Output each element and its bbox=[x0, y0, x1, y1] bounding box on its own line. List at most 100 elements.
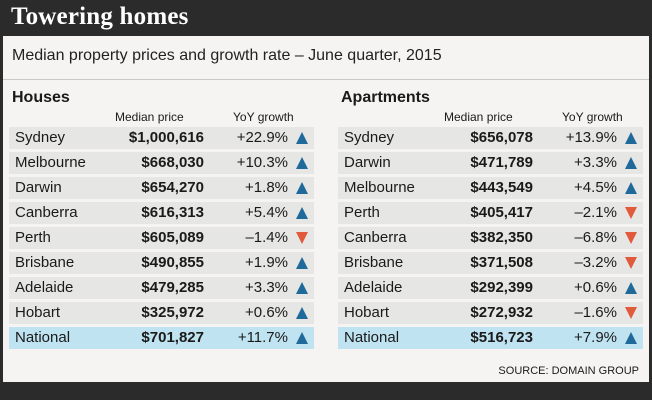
median-price: $443,549 bbox=[470, 179, 533, 196]
table-row: Canberra $382,350 –6.8% bbox=[338, 227, 643, 249]
down-arrow-icon bbox=[625, 232, 637, 244]
median-price: $479,285 bbox=[141, 279, 204, 296]
table-row: Perth $405,417 –2.1% bbox=[338, 202, 643, 224]
city-name: Darwin bbox=[15, 179, 62, 196]
median-price: $1,000,616 bbox=[128, 129, 204, 146]
up-arrow-icon bbox=[296, 332, 308, 344]
city-name: National bbox=[15, 329, 71, 346]
up-arrow-icon bbox=[296, 157, 308, 169]
subtitle-bar: Median property prices and growth rate –… bbox=[3, 36, 649, 80]
content-panel: Median property prices and growth rate –… bbox=[3, 36, 649, 382]
down-arrow-icon bbox=[625, 307, 637, 319]
up-arrow-icon bbox=[296, 257, 308, 269]
city-name: Adelaide bbox=[15, 279, 74, 296]
city-name: Adelaide bbox=[344, 279, 403, 296]
down-arrow-icon bbox=[625, 207, 637, 219]
city-name: Melbourne bbox=[344, 179, 415, 196]
table-row: Sydney $1,000,616 +22.9% bbox=[9, 127, 314, 149]
yoy-growth: +3.3% bbox=[574, 154, 617, 171]
table-row: Canberra $616,313 +5.4% bbox=[9, 202, 314, 224]
median-price: $490,855 bbox=[141, 254, 204, 271]
table-row: Perth $605,089 –1.4% bbox=[9, 227, 314, 249]
city-name: Darwin bbox=[344, 154, 391, 171]
yoy-growth: +1.9% bbox=[245, 254, 288, 271]
table-row: Darwin $471,789 +3.3% bbox=[338, 152, 643, 174]
table-row: Brisbane $371,508 –3.2% bbox=[338, 252, 643, 274]
national-row: National $701,827 +11.7% bbox=[9, 327, 314, 349]
apartments-yoy-growth-header: YoY growth bbox=[562, 110, 623, 124]
city-name: Canberra bbox=[15, 204, 78, 221]
city-name: Hobart bbox=[344, 304, 390, 321]
median-price: $701,827 bbox=[141, 329, 204, 346]
yoy-growth: –1.6% bbox=[574, 304, 617, 321]
yoy-growth: –6.8% bbox=[574, 229, 617, 246]
median-price: $656,078 bbox=[470, 129, 533, 146]
table-row: Brisbane $490,855 +1.9% bbox=[9, 252, 314, 274]
yoy-growth: –1.4% bbox=[245, 229, 288, 246]
yoy-growth: +1.8% bbox=[245, 179, 288, 196]
down-arrow-icon bbox=[296, 232, 308, 244]
median-price: $668,030 bbox=[141, 154, 204, 171]
infographic-title: Towering homes bbox=[11, 3, 189, 30]
up-arrow-icon bbox=[625, 282, 637, 294]
city-name: National bbox=[344, 329, 400, 346]
table-row: Adelaide $292,399 +0.6% bbox=[338, 277, 643, 299]
median-price: $292,399 bbox=[470, 279, 533, 296]
median-price: $272,932 bbox=[470, 304, 533, 321]
table-row: Melbourne $668,030 +10.3% bbox=[9, 152, 314, 174]
median-price: $516,723 bbox=[470, 329, 533, 346]
up-arrow-icon bbox=[296, 132, 308, 144]
up-arrow-icon bbox=[296, 182, 308, 194]
city-name: Canberra bbox=[344, 229, 407, 246]
yoy-growth: +0.6% bbox=[245, 304, 288, 321]
national-row: National $516,723 +7.9% bbox=[338, 327, 643, 349]
median-price: $616,313 bbox=[141, 204, 204, 221]
city-name: Brisbane bbox=[344, 254, 404, 271]
source-note: SOURCE: DOMAIN GROUP bbox=[498, 365, 639, 377]
city-name: Melbourne bbox=[15, 154, 86, 171]
up-arrow-icon bbox=[625, 182, 637, 194]
up-arrow-icon bbox=[625, 132, 637, 144]
yoy-growth: +22.9% bbox=[236, 129, 288, 146]
houses-heading: Houses bbox=[12, 89, 70, 106]
median-price: $371,508 bbox=[470, 254, 533, 271]
yoy-growth: +4.5% bbox=[574, 179, 617, 196]
city-name: Perth bbox=[15, 229, 51, 246]
down-arrow-icon bbox=[625, 257, 637, 269]
median-price: $471,789 bbox=[470, 154, 533, 171]
city-name: Sydney bbox=[15, 129, 66, 146]
houses-yoy-growth-header: YoY growth bbox=[233, 110, 294, 124]
city-name: Perth bbox=[344, 204, 380, 221]
yoy-growth: +0.6% bbox=[574, 279, 617, 296]
up-arrow-icon bbox=[296, 307, 308, 319]
up-arrow-icon bbox=[625, 157, 637, 169]
title-bar: Towering homes bbox=[0, 0, 652, 36]
subtitle: Median property prices and growth rate –… bbox=[12, 47, 442, 64]
yoy-growth: +5.4% bbox=[245, 204, 288, 221]
yoy-growth: +11.7% bbox=[237, 329, 288, 346]
city-name: Brisbane bbox=[15, 254, 75, 271]
up-arrow-icon bbox=[296, 207, 308, 219]
city-name: Sydney bbox=[344, 129, 395, 146]
table-row: Sydney $656,078 +13.9% bbox=[338, 127, 643, 149]
median-price: $605,089 bbox=[141, 229, 204, 246]
median-price: $325,972 bbox=[141, 304, 204, 321]
yoy-growth: –3.2% bbox=[574, 254, 617, 271]
yoy-growth: +10.3% bbox=[236, 154, 288, 171]
table-row: Melbourne $443,549 +4.5% bbox=[338, 177, 643, 199]
table-row: Hobart $325,972 +0.6% bbox=[9, 302, 314, 324]
median-price: $382,350 bbox=[470, 229, 533, 246]
up-arrow-icon bbox=[625, 332, 637, 344]
table-row: Darwin $654,270 +1.8% bbox=[9, 177, 314, 199]
city-name: Hobart bbox=[15, 304, 61, 321]
houses-table: Sydney $1,000,616 +22.9% Melbourne $668,030 +… bbox=[9, 127, 314, 352]
apartments-heading: Apartments bbox=[341, 89, 430, 106]
table-row: Adelaide $479,285 +3.3% bbox=[9, 277, 314, 299]
table-row: Hobart $272,932 –1.6% bbox=[338, 302, 643, 324]
median-price: $654,270 bbox=[141, 179, 204, 196]
houses-median-price-header: Median price bbox=[115, 110, 184, 124]
yoy-growth: +3.3% bbox=[245, 279, 288, 296]
median-price: $405,417 bbox=[470, 204, 533, 221]
up-arrow-icon bbox=[296, 282, 308, 294]
